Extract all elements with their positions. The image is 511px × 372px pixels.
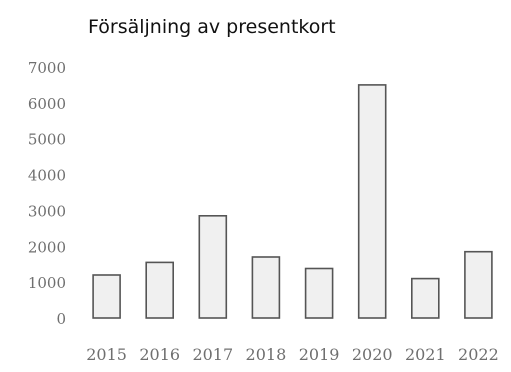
bar-2019 [304,267,334,319]
x-tick-label: 2018 [246,345,287,364]
chart-title: Försäljning av presentkort [88,16,336,38]
x-tick-label: 2021 [405,345,446,364]
x-tick-label: 2015 [86,345,127,364]
x-tick-label: 2022 [458,345,499,364]
x-tick-label: 2016 [139,345,180,364]
y-tick-label: 7000 [28,59,66,77]
bar-2016 [145,261,174,319]
bar-2020 [357,84,387,319]
y-tick-label: 0 [56,310,66,328]
bar-2018 [251,256,281,319]
x-axis-ticks: 2015 2016 2017 2018 2019 2020 2021 2022 [86,345,499,364]
y-tick-label: 3000 [28,202,66,220]
y-tick-label: 2000 [28,238,66,256]
y-tick-label: 4000 [28,167,66,185]
y-tick-label: 5000 [28,131,66,149]
bar-2015 [92,274,121,319]
bar-2021 [410,277,440,319]
y-tick-label: 6000 [28,95,66,113]
bar-2022 [464,250,493,319]
y-axis-ticks: 0 1000 2000 3000 4000 5000 6000 7000 [28,59,66,328]
y-tick-label: 1000 [28,274,66,292]
bar-series [92,84,493,319]
x-tick-label: 2020 [352,345,393,364]
bar-2017 [198,215,228,319]
x-tick-label: 2019 [299,345,340,364]
x-tick-label: 2017 [192,345,233,364]
